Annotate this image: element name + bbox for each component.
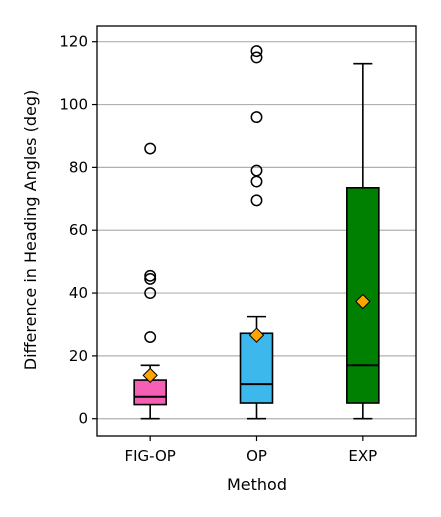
mean-marker bbox=[142, 367, 158, 384]
x-axis-label: Method bbox=[227, 475, 287, 494]
outlier-point bbox=[250, 175, 263, 188]
box-group bbox=[346, 62, 380, 420]
y-tick-label: 40 bbox=[69, 284, 88, 302]
y-tick-label: 60 bbox=[69, 221, 88, 239]
outlier-point bbox=[250, 164, 263, 177]
outlier-point bbox=[250, 194, 263, 207]
outlier-point bbox=[250, 45, 263, 58]
mean-marker bbox=[248, 327, 265, 343]
outlier-point bbox=[144, 287, 157, 299]
x-tick-label: EXP bbox=[348, 447, 377, 465]
y-tick-label: 100 bbox=[59, 96, 88, 114]
outlier-point bbox=[144, 269, 157, 282]
mean-marker bbox=[355, 293, 371, 310]
box-group bbox=[239, 45, 274, 420]
axes: 0 20 40 60 80 100 120 FIG-OP OP EXP bbox=[59, 25, 417, 465]
y-tick-label: 0 bbox=[78, 410, 88, 428]
boxes bbox=[133, 45, 380, 420]
y-axis-label: Difference in Heading Angles (deg) bbox=[21, 90, 40, 371]
box-group bbox=[133, 142, 167, 420]
x-tick-label: OP bbox=[246, 447, 267, 465]
box bbox=[239, 332, 274, 404]
box bbox=[133, 379, 167, 406]
outlier-point bbox=[250, 51, 263, 64]
y-tick-label: 80 bbox=[69, 158, 88, 176]
x-tick-label: FIG-OP bbox=[124, 447, 175, 465]
outlier-point bbox=[144, 272, 157, 285]
outlier-point bbox=[144, 331, 157, 343]
outlier-point bbox=[144, 142, 157, 155]
y-tick-label: 120 bbox=[59, 33, 88, 51]
outlier-point bbox=[250, 111, 263, 124]
y-tick-label: 20 bbox=[69, 347, 88, 365]
gridlines bbox=[97, 41, 416, 420]
